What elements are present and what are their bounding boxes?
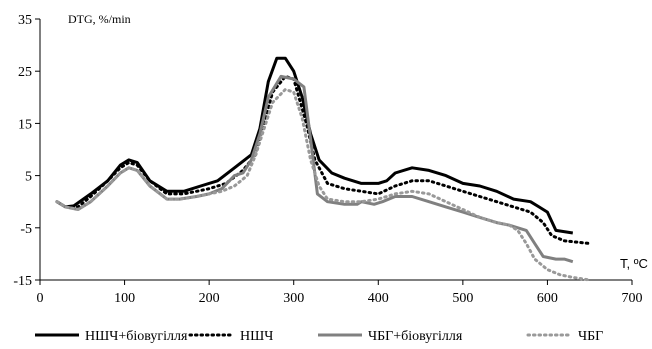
x-tick-label: 300 (283, 291, 304, 306)
x-tick-label: 100 (114, 291, 135, 306)
x-axis-label: T, ºC (620, 256, 648, 271)
legend-label-2: НШЧ (240, 329, 273, 344)
x-tick-label: 0 (37, 291, 44, 306)
legend-label-1: НШЧ+біовугілля (85, 329, 188, 344)
y-tick-label: 25 (18, 65, 32, 80)
series-lines (55, 56, 592, 282)
legend-label-4: ЧБГ (578, 329, 603, 344)
x-tick-label: 400 (368, 291, 389, 306)
legend: НШЧ+біовугілля НШЧ ЧБГ+біовугілля ЧБГ (35, 329, 603, 344)
legend-label-3: ЧБГ+біовугілля (368, 329, 463, 344)
y-axis-label: DTG, %/min (68, 12, 131, 26)
series-line-1 (56, 56, 574, 235)
y-tick-label: 35 (18, 13, 32, 28)
axes (35, 18, 633, 285)
x-tick-label: 600 (537, 291, 558, 306)
y-tick-label: -5 (20, 222, 32, 237)
y-tick-label: 15 (18, 117, 32, 132)
x-tick-label: 200 (199, 291, 220, 306)
y-tick-label: 5 (25, 170, 32, 185)
series-line-4 (55, 88, 592, 282)
x-tick-label: 500 (452, 291, 473, 306)
y-tick-labels: -15 -5 5 15 25 35 (13, 13, 32, 289)
x-tick-label: 700 (622, 291, 643, 306)
y-tick-label: -15 (13, 274, 32, 289)
series-line-2 (55, 74, 592, 245)
x-tick-labels: 0 100 200 300 400 500 600 700 (37, 291, 643, 306)
